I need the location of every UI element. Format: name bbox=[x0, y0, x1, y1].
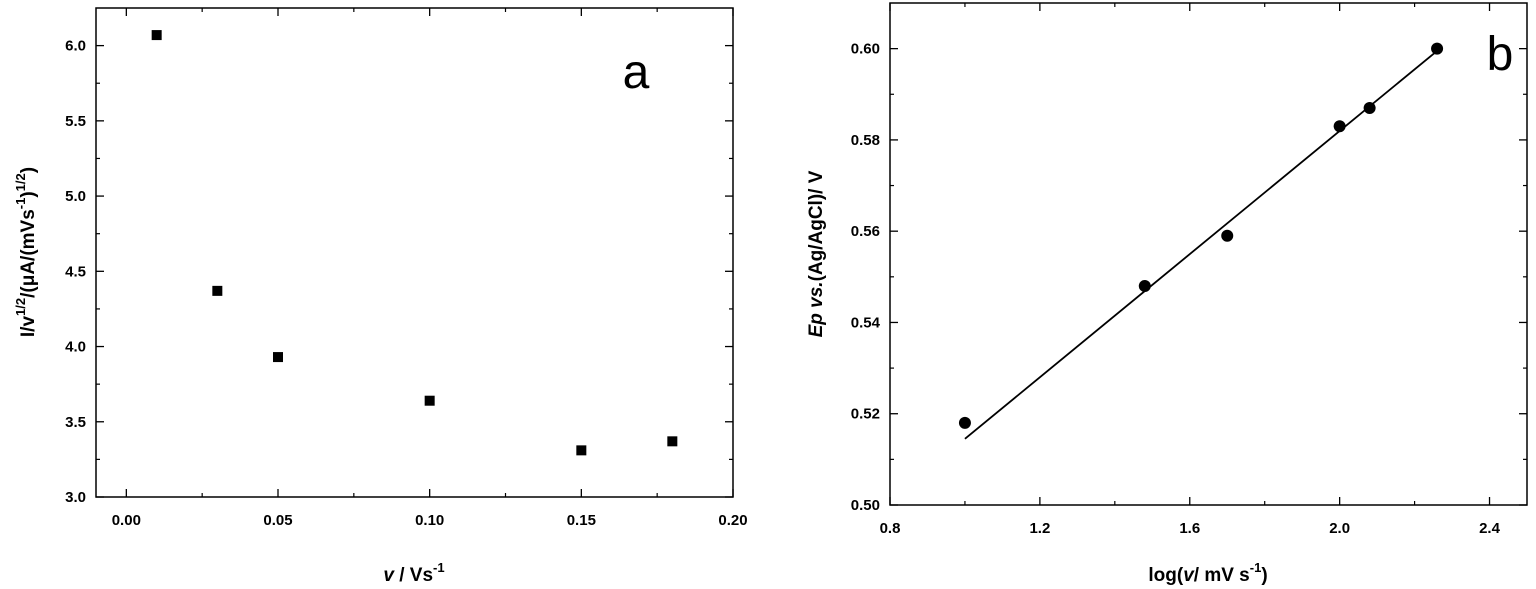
chart-a-y-axis-title-p1: I/v bbox=[18, 316, 39, 338]
chart-a-x-tick-label: 0.20 bbox=[718, 512, 747, 529]
chart-b-data-point bbox=[1363, 101, 1376, 114]
chart-b-data-point bbox=[958, 416, 971, 429]
chart-a-y-tick-label: 5.5 bbox=[65, 113, 86, 130]
chart-a: 0.00 0.05 0.10 0.15 0.20 3.0 3.5 4.0 4.5 5.0 5.5 6.… bbox=[13, 7, 748, 586]
chart-b-y-tick-label: 0.58 bbox=[851, 132, 880, 149]
chart-a-y-tick-label: 3.5 bbox=[65, 414, 86, 431]
chart-a-data-point bbox=[576, 445, 587, 456]
chart-a-x-axis-title-unit: / Vs bbox=[394, 565, 433, 586]
chart-a-panel-label: a bbox=[623, 46, 650, 99]
chart-a-ticks: 0.00 0.05 0.10 0.15 0.20 3.0 3.5 4.0 4.5 5.0 5.5 6.… bbox=[65, 8, 748, 529]
chart-a-y-axis-title-s3: 1/2 bbox=[13, 173, 28, 191]
chart-b: 0.8 1.2 1.6 2.0 2.40.500.520.540.560.580.60 … bbox=[806, 2, 1528, 586]
chart-b-x-axis-title-p1: log( bbox=[1148, 565, 1183, 586]
chart-b-y-tick-label: 0.60 bbox=[851, 41, 880, 58]
chart-b-y-axis-title-p2: (Ag/AgCl)/ V bbox=[806, 170, 827, 281]
chart-b-x-tick-label: 2.0 bbox=[1329, 520, 1350, 537]
chart-a-y-tick-label: 4.0 bbox=[65, 339, 86, 356]
chart-b-data-point bbox=[1221, 229, 1234, 242]
chart-b-y-tick-label: 0.54 bbox=[851, 314, 881, 331]
chart-b-ticks: 0.8 1.2 1.6 2.0 2.4 0.50 0.52 0.54 0.56 0.58 0.60 bbox=[851, 3, 1527, 537]
chart-a-data-point bbox=[212, 285, 223, 296]
chart-a-y-tick-label: 4.5 bbox=[65, 263, 86, 280]
chart-a-y-axis-title-p2: /(μA/(mVs bbox=[18, 209, 39, 298]
chart-a-y-tick-label: 5.0 bbox=[65, 188, 86, 205]
chart-b-x-axis-title-close: ) bbox=[1261, 565, 1267, 586]
chart-b-data-point bbox=[1333, 120, 1346, 133]
chart-b-data-point bbox=[1431, 42, 1444, 55]
chart-b-y-tick-label: 0.56 bbox=[851, 223, 880, 240]
chart-a-y-axis-title: I/v1/2/(μA/(mVs-1)1/2) bbox=[13, 167, 39, 337]
chart-a-y-tick-label: 3.0 bbox=[65, 489, 86, 506]
chart-a-x-axis-title-var: v bbox=[383, 565, 395, 586]
chart-b-fit-line bbox=[964, 50, 1438, 440]
chart-b-x-tick-label: 1.6 bbox=[1179, 520, 1200, 537]
chart-a-y-axis-title-s1: 1/2 bbox=[13, 298, 28, 316]
chart-b-x-axis-title-unit: / mV s bbox=[1194, 565, 1250, 586]
chart-a-y-tick-label: 6.0 bbox=[65, 38, 86, 55]
chart-b-points bbox=[958, 42, 1444, 429]
chart-b-x-axis-title-var: v bbox=[1183, 565, 1195, 586]
chart-b-x-tick-label: 1.2 bbox=[1029, 520, 1050, 537]
chart-a-x-tick-label: 0.15 bbox=[567, 512, 596, 529]
chart-b-x-axis-title: log(v/ mV s-1) bbox=[1148, 560, 1267, 586]
chart-a-x-tick-label: 0.00 bbox=[112, 512, 141, 529]
chart-b-y-tick-label: 0.52 bbox=[851, 406, 880, 423]
chart-b-y-axis-title-p1: Ep vs. bbox=[806, 281, 827, 337]
chart-b-fit bbox=[964, 50, 1438, 440]
chart-a-x-tick-label: 0.10 bbox=[415, 512, 444, 529]
chart-b-y-tick-label: 0.50 bbox=[851, 497, 880, 514]
chart-b-plot-frame bbox=[889, 2, 1528, 506]
chart-b-x-tick-label: 2.4 bbox=[1479, 520, 1501, 537]
chart-b-x-tick-label: 0.8 bbox=[880, 520, 901, 537]
chart-a-y-axis-title-p4: ) bbox=[18, 167, 39, 173]
chart-a-x-axis-title-sup: -1 bbox=[433, 560, 445, 575]
chart-b-y-axis-title: Ep vs.(Ag/AgCl)/ V bbox=[806, 170, 827, 337]
chart-a-y-axis-title-p3: ) bbox=[18, 191, 39, 197]
chart-a-data-point bbox=[667, 436, 678, 447]
chart-a-data-point bbox=[273, 352, 283, 363]
chart-a-data-point bbox=[151, 30, 162, 41]
chart-b-panel-label: b bbox=[1487, 28, 1514, 81]
chart-a-data-point bbox=[424, 395, 435, 406]
chart-a-y-axis-title-s2: -1 bbox=[13, 198, 28, 210]
chart-a-plot-frame bbox=[95, 7, 734, 498]
chart-b-x-axis-title-sup: -1 bbox=[1250, 560, 1262, 575]
chart-a-x-tick-label: 0.05 bbox=[263, 512, 292, 529]
chart-b-data-point bbox=[1138, 279, 1151, 292]
chart-a-points bbox=[151, 30, 678, 456]
chart-a-x-axis-title: v / Vs-1 bbox=[383, 560, 444, 586]
